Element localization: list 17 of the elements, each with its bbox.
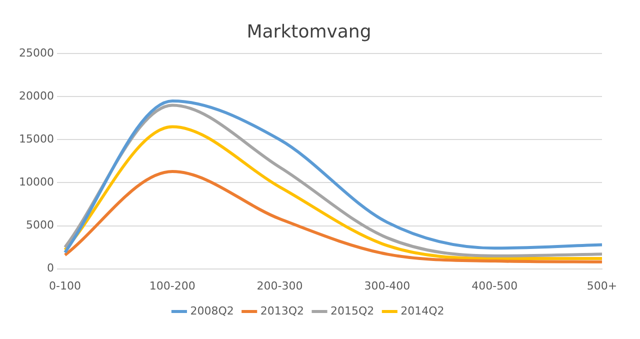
legend-label: 2013Q2 bbox=[260, 304, 304, 318]
y-tick-label: 0 bbox=[46, 262, 54, 275]
y-tick-label: 5000 bbox=[26, 218, 54, 232]
x-tick-label: 300-400 bbox=[364, 279, 410, 292]
y-tick-label: 15000 bbox=[18, 132, 54, 146]
chart-title: Marktomvang bbox=[246, 21, 372, 42]
y-tick-label: 10000 bbox=[18, 176, 54, 189]
y-tick-label: 20000 bbox=[18, 90, 54, 102]
legend-label: 2014Q2 bbox=[400, 304, 444, 318]
x-tick-label: 100-200 bbox=[149, 279, 196, 292]
legend-label: 2008Q2 bbox=[190, 304, 234, 318]
x-tick-label: 500+ bbox=[586, 279, 618, 292]
x-tick-label: 0-100 bbox=[49, 279, 81, 292]
x-tick-label: 400-500 bbox=[472, 279, 518, 292]
legend-label: 2015Q2 bbox=[330, 304, 374, 318]
y-tick-label: 25000 bbox=[18, 46, 54, 60]
x-tick-label: 200-300 bbox=[256, 279, 303, 292]
